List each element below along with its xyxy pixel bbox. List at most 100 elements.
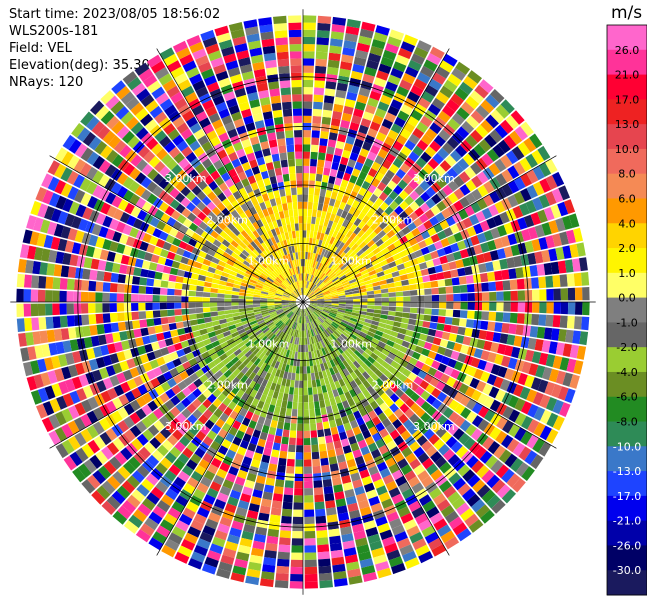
range-gate-bin — [144, 442, 156, 454]
range-gate-bin — [357, 439, 368, 449]
range-gate-bin — [408, 211, 419, 222]
range-gate-bin — [19, 244, 30, 259]
range-gate-bin — [437, 147, 450, 160]
range-gate-bin — [461, 120, 475, 134]
range-gate-bin — [267, 358, 274, 366]
range-gate-bin — [205, 321, 213, 328]
azimuth-spoke — [49, 301, 304, 449]
range-gate-bin — [176, 214, 187, 224]
range-gate-bin — [106, 251, 116, 262]
range-gate-bin — [359, 308, 368, 312]
range-gate-bin — [317, 22, 331, 31]
range-gate-bin — [297, 315, 300, 323]
range-gate-bin — [492, 260, 501, 271]
range-gate-bin — [294, 137, 302, 145]
range-gate-bin — [128, 514, 143, 529]
range-gate-bin — [555, 342, 565, 356]
range-gate-bin — [280, 232, 286, 241]
range-gate-bin — [132, 320, 141, 329]
range-gate-bin — [344, 313, 352, 318]
range-gate-bin — [238, 101, 250, 112]
range-gate-bin — [405, 494, 418, 506]
range-gate-bin — [327, 66, 339, 76]
range-gate-bin — [420, 133, 433, 146]
range-gate-bin — [138, 446, 151, 460]
range-gate-bin — [447, 491, 461, 504]
range-gate-bin — [316, 364, 322, 372]
range-gate-bin — [408, 357, 418, 366]
range-gate-bin — [48, 430, 61, 446]
range-gate-bin — [272, 316, 279, 322]
range-gate-bin — [313, 277, 319, 284]
range-gate-bin — [353, 108, 364, 118]
range-gate-bin — [249, 320, 258, 326]
range-gate-bin — [140, 113, 154, 127]
range-gate-bin — [309, 297, 317, 301]
range-gate-bin — [303, 337, 306, 345]
range-gate-bin — [239, 439, 250, 450]
range-gate-bin — [175, 495, 189, 507]
range-gate-bin — [328, 261, 335, 269]
range-gate-bin — [215, 418, 225, 429]
range-gate-bin — [289, 304, 297, 308]
range-gate-bin — [207, 266, 216, 274]
range-gate-bin — [283, 292, 291, 297]
range-gate-bin — [240, 493, 252, 503]
range-gate-bin — [349, 388, 357, 398]
range-gate-bin — [285, 334, 291, 343]
range-gate-bin — [297, 308, 301, 316]
range-gate-bin — [268, 291, 276, 295]
range-gate-bin — [288, 303, 296, 305]
range-gate-bin — [188, 302, 196, 308]
range-gate-bin — [309, 416, 316, 424]
range-gate-bin — [270, 313, 278, 319]
range-gate-bin — [260, 295, 268, 299]
range-gate-bin — [153, 246, 163, 256]
range-gate-bin — [281, 400, 288, 409]
range-gate-bin — [285, 288, 292, 294]
range-gate-bin — [283, 291, 291, 296]
range-gate-bin — [276, 51, 289, 60]
range-gate-bin — [164, 469, 177, 482]
range-gate-bin — [207, 348, 217, 356]
range-gate-bin — [267, 389, 275, 398]
range-gate-bin — [311, 351, 315, 359]
range-gate-bin — [175, 231, 185, 241]
range-gate-bin — [258, 277, 266, 283]
range-gate-bin — [559, 274, 568, 287]
range-gate-bin — [295, 165, 303, 174]
range-gate-bin — [415, 360, 425, 370]
range-gate-bin — [297, 244, 301, 253]
range-gate-bin — [47, 370, 58, 384]
range-gate-bin — [267, 341, 274, 349]
range-gate-bin — [272, 412, 280, 422]
range-gate-bin — [171, 336, 181, 345]
range-gate-bin — [282, 293, 290, 297]
range-gate-bin — [377, 412, 388, 422]
range-gate-bin — [428, 78, 443, 91]
range-gate-bin — [134, 172, 147, 185]
range-gate-bin — [278, 211, 285, 219]
range-gate-bin — [446, 302, 454, 309]
range-gate-bin — [395, 168, 406, 179]
range-gate-bin — [443, 348, 453, 358]
range-gate-bin — [306, 266, 309, 274]
range-gate-bin — [388, 163, 400, 174]
range-gate-bin — [367, 356, 376, 364]
range-gate-bin — [142, 233, 152, 243]
range-gate-bin — [334, 395, 342, 404]
range-gate-bin — [212, 186, 223, 197]
range-gate-bin — [261, 289, 269, 293]
range-gate-bin — [444, 317, 453, 325]
range-gate-bin — [230, 240, 239, 248]
range-gate-bin — [282, 255, 288, 263]
range-gate-bin — [254, 268, 263, 275]
range-gate-bin — [404, 139, 416, 151]
range-gate-bin — [80, 147, 94, 162]
range-gate-bin — [186, 202, 196, 212]
range-gate-bin — [322, 479, 333, 488]
range-gate-bin — [140, 94, 155, 108]
range-gate-bin — [113, 140, 127, 154]
range-gate-bin — [375, 251, 384, 259]
range-gate-bin — [317, 303, 325, 306]
